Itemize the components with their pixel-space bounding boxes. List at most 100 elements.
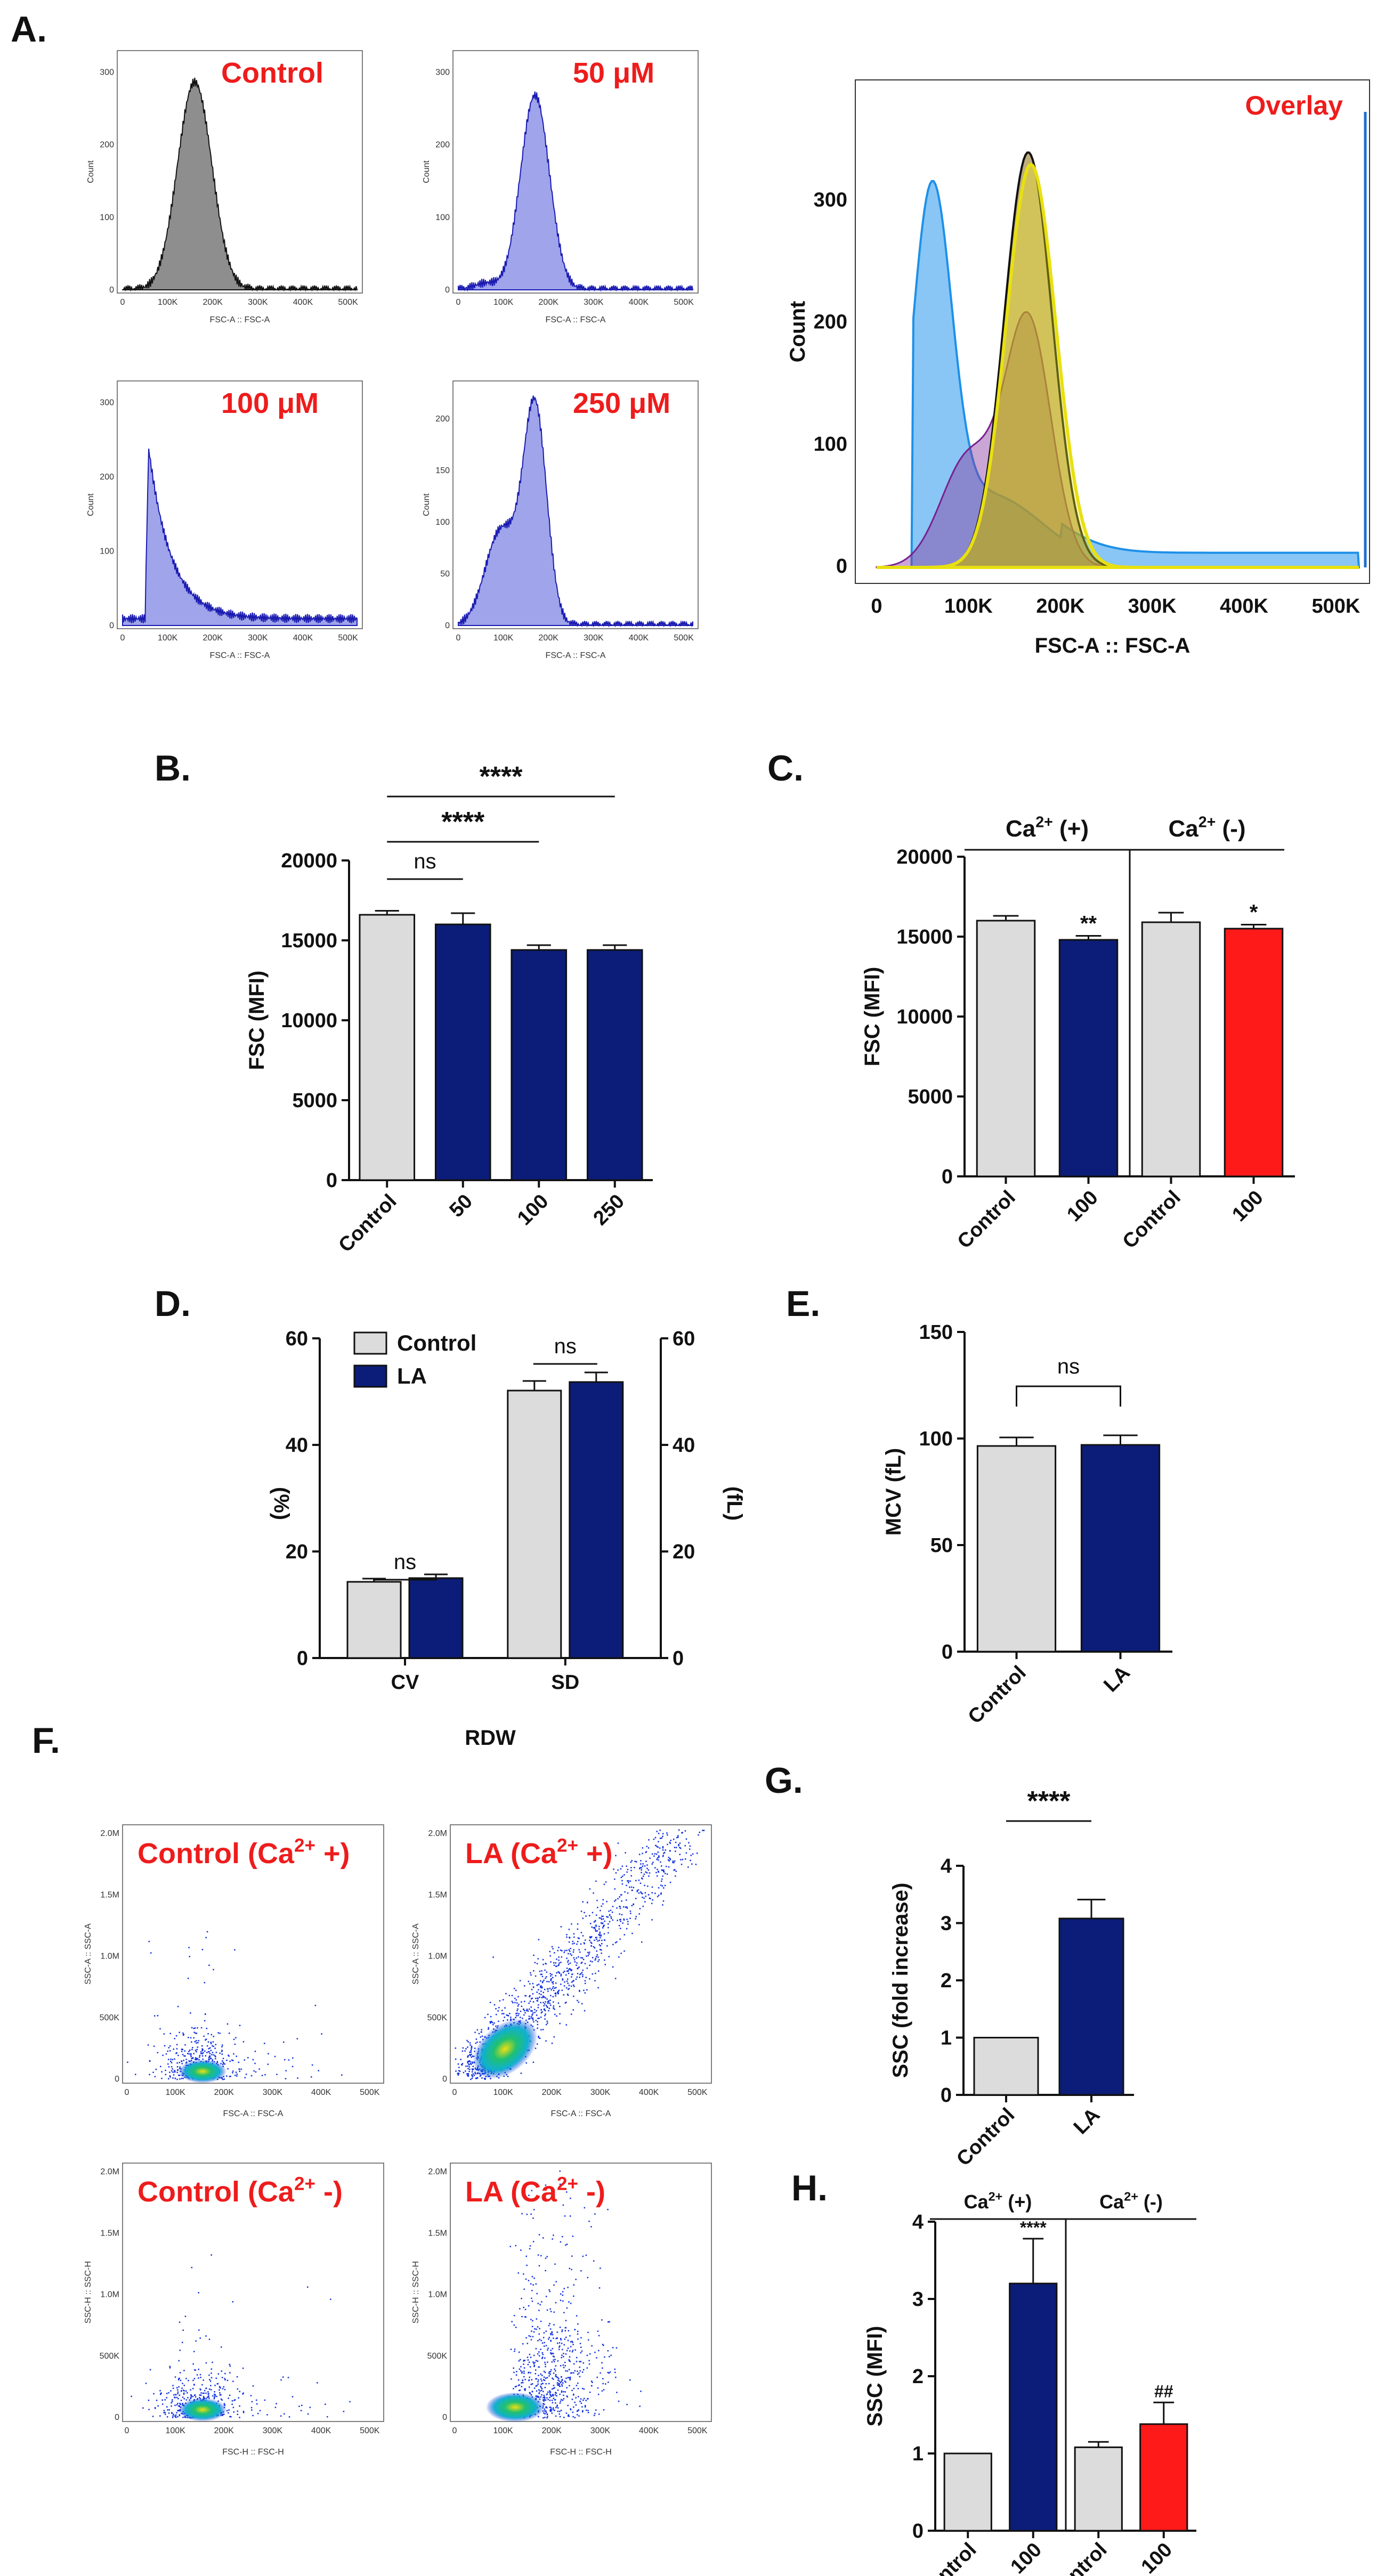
scatter-label: Control (Ca2+ -) [137, 2173, 343, 2208]
scatter-point [699, 1831, 700, 1833]
scatter-point [571, 1923, 572, 1925]
scatter-point [582, 2369, 585, 2371]
scatter-point [467, 2041, 469, 2043]
scatter-point [523, 2363, 524, 2365]
scatter-point [545, 2377, 547, 2379]
scatter-point [544, 2396, 545, 2398]
scatter-frame [450, 2163, 712, 2422]
histogram-frame [117, 50, 363, 294]
scatter-point [148, 1940, 150, 1943]
scatter-point [230, 2416, 232, 2418]
scatter-point [530, 2384, 532, 2385]
scatter-point [215, 2058, 216, 2060]
x-tick-label: 500K [338, 633, 358, 643]
x-tick-label: 500K [360, 2426, 380, 2435]
significance-label: ns [554, 1335, 577, 1358]
scatter-point [169, 2367, 171, 2369]
y-axis-label-right: (fL) [723, 1486, 746, 1521]
scatter-point [531, 2010, 533, 2012]
scatter-point [205, 2039, 206, 2041]
scatter-point [550, 2198, 553, 2200]
scatter-point [588, 2363, 590, 2365]
scatter-point [237, 2388, 239, 2390]
scatter-point [577, 2323, 579, 2325]
scatter-point [615, 2347, 618, 2349]
scatter-point [678, 1843, 679, 1846]
scatter-point [492, 2024, 494, 2026]
scatter-point [545, 2004, 547, 2006]
x-tick-label: 0 [120, 298, 125, 307]
scatter-point [626, 1919, 628, 1920]
scatter-point [525, 2316, 527, 2318]
scatter-point [515, 2374, 517, 2376]
x-tick-label: Control [1044, 2539, 1111, 2576]
scatter-point [642, 1865, 644, 1867]
scatter-point [559, 2393, 561, 2395]
label-superscript: 2+ [1198, 814, 1216, 831]
scatter-point [612, 2347, 614, 2349]
scatter-point [554, 2399, 556, 2401]
scatter-point [497, 2010, 499, 2012]
significance-mark: ** [1080, 912, 1097, 936]
scatter-point [690, 1859, 691, 1862]
scatter-point [297, 2077, 298, 2079]
scatter-point [550, 2339, 552, 2342]
scatter-point [165, 2414, 166, 2415]
scatter-point [542, 1981, 544, 1982]
scatter-point [188, 2053, 190, 2055]
scatter-point [637, 1889, 639, 1891]
scatter-point [224, 2372, 226, 2375]
significance-label: ns [1057, 1355, 1080, 1378]
scatter-point [631, 1860, 633, 1862]
scatter-point [645, 1895, 646, 1897]
scatter-point [548, 2008, 550, 2009]
scatter-point [564, 1949, 566, 1952]
scatter-point [597, 2330, 599, 2332]
scatter-point [662, 1855, 664, 1856]
scatter-point [159, 2390, 161, 2392]
scatter-point [484, 2078, 486, 2079]
scatter-point [200, 2377, 201, 2378]
scatter-point [660, 1893, 662, 1895]
scatter-point [250, 2395, 252, 2396]
scatter-point [560, 1949, 562, 1951]
scatter-point [656, 1875, 658, 1877]
scatter-point [469, 2061, 471, 2062]
scatter-point [466, 2073, 468, 2075]
scatter-point [285, 2078, 287, 2079]
y-tick-label: 0 [942, 1166, 953, 1188]
y-tick-label: 300 [814, 189, 847, 212]
scatter-point [582, 1976, 584, 1978]
scatter-point [589, 2391, 591, 2393]
scatter-point [187, 2397, 189, 2399]
scatter-point [187, 1978, 189, 1979]
scatter-point [542, 1995, 544, 1997]
scatter-point [590, 1941, 592, 1943]
scatter-point [522, 2018, 523, 2019]
scatter-point [161, 2403, 164, 2405]
scatter-point [561, 2379, 563, 2380]
scatter-point [238, 2061, 240, 2063]
scatter-point [598, 2287, 601, 2289]
scatter-point [566, 2244, 568, 2245]
y-tick-label: 500K [100, 2352, 120, 2361]
scatter-point [543, 2400, 545, 2402]
scatter-point [539, 2304, 541, 2305]
scatter-point [666, 1832, 668, 1834]
scatter-point [207, 2391, 209, 2393]
scatter-point [522, 2379, 524, 2381]
scatter-point [532, 2217, 534, 2219]
scatter-point [666, 1865, 667, 1867]
scatter-point [176, 2387, 178, 2388]
scatter-point [669, 1842, 671, 1844]
y-tick-label-right: 20 [673, 1541, 695, 1563]
scatter-point [559, 2013, 561, 2015]
scatter-point [469, 2068, 471, 2070]
scatter-point [558, 1989, 560, 1991]
scatter-point [145, 2383, 147, 2384]
scatter-point [515, 1999, 517, 2001]
scatter-point [677, 1836, 679, 1838]
scatter-point [550, 2350, 552, 2351]
scatter-point [459, 2070, 461, 2072]
